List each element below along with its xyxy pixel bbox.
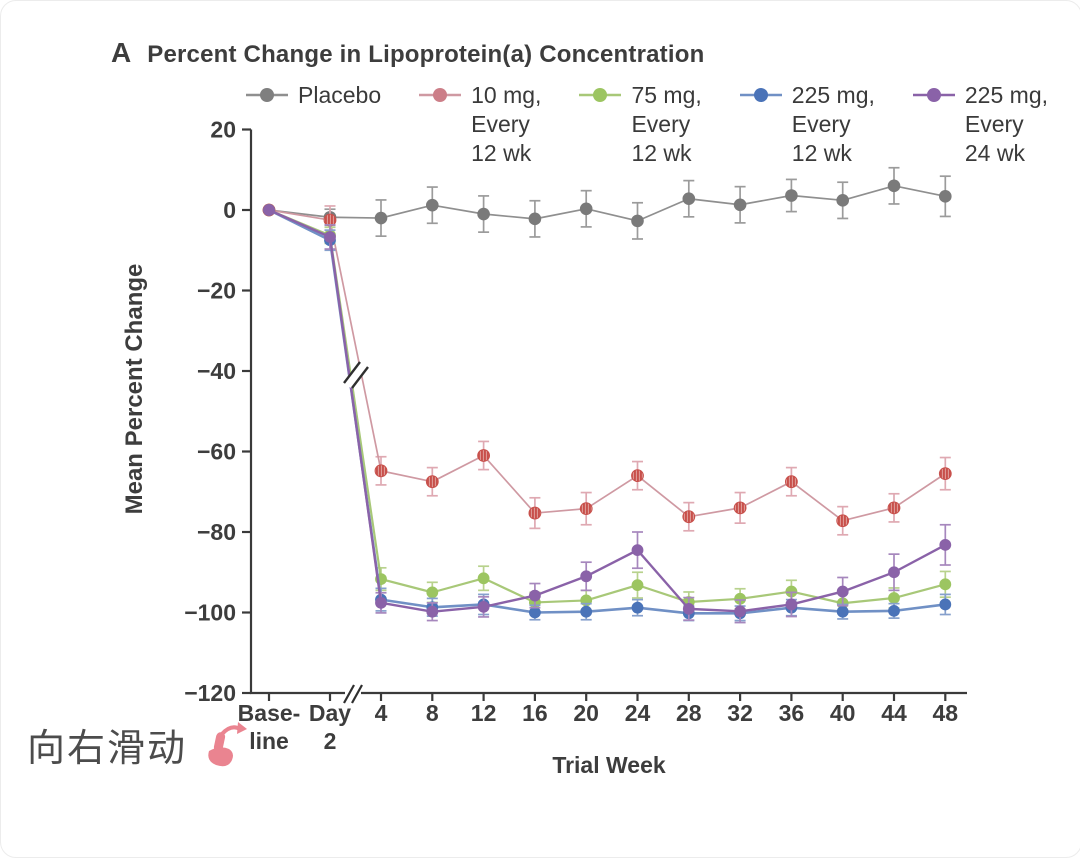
svg-text:24: 24 xyxy=(625,700,651,726)
svg-text:Day: Day xyxy=(309,700,351,726)
curve-break-mark xyxy=(343,361,369,389)
svg-text:−80: −80 xyxy=(197,519,236,545)
swipe-hint-text: 向右滑动 xyxy=(27,728,188,770)
series-0 xyxy=(262,166,952,240)
svg-text:20: 20 xyxy=(573,700,599,726)
svg-text:line: line xyxy=(249,728,289,754)
svg-text:Base-: Base- xyxy=(238,700,301,726)
swipe-hint: 向右滑动 xyxy=(27,717,249,772)
y-axis-ticks: 20 0 −20 −40 −60 −80 −100 −120 xyxy=(184,117,251,706)
legend: Placebo 10 mg, Every 12 wk 75 mg, Every 12… xyxy=(244,81,1048,167)
svg-text:−40: −40 xyxy=(197,358,236,384)
chart-title: Percent Change in Lipoprotein(a) Concent… xyxy=(147,41,705,68)
svg-text:0: 0 xyxy=(223,197,236,223)
legend-marker-icon xyxy=(739,88,782,102)
svg-text:16: 16 xyxy=(522,700,548,726)
legend-item: 10 mg, Every 12 wk xyxy=(417,81,541,167)
svg-text:−20: −20 xyxy=(197,278,236,304)
svg-text:44: 44 xyxy=(881,700,907,726)
y-axis-label: Mean Percent Change xyxy=(121,264,148,515)
svg-text:−60: −60 xyxy=(197,439,236,465)
svg-text:12: 12 xyxy=(471,700,497,726)
x-axis-break-mark xyxy=(343,684,363,704)
legend-marker-icon xyxy=(246,88,288,102)
x-axis-label: Trial Week xyxy=(552,752,666,778)
svg-text:4: 4 xyxy=(375,700,388,726)
swipe-right-icon xyxy=(208,721,248,766)
panel-label: A xyxy=(111,37,132,68)
legend-item-label: 75 mg, Every 12 wk xyxy=(631,82,702,166)
svg-text:−120: −120 xyxy=(184,680,236,706)
svg-text:32: 32 xyxy=(727,700,753,726)
svg-text:40: 40 xyxy=(830,700,856,726)
legend-item: 225 mg, Every 12 wk xyxy=(738,81,875,167)
legend-item-label: 225 mg, Every 24 wk xyxy=(964,82,1048,166)
legend-marker-icon xyxy=(579,88,622,102)
figure-title-row: A Percent Change in Lipoprotein(a) Conce… xyxy=(111,37,704,69)
series-2 xyxy=(263,204,952,615)
legend-item-label: 225 mg, Every 12 wk xyxy=(791,82,875,166)
legend-marker-icon xyxy=(419,88,462,102)
legend-item: 225 mg, Every 24 wk xyxy=(911,81,1048,167)
svg-text:−100: −100 xyxy=(184,600,236,626)
series-4 xyxy=(263,204,952,624)
legend-item: Placebo xyxy=(244,81,381,167)
svg-text:36: 36 xyxy=(779,700,805,726)
svg-text:2: 2 xyxy=(324,728,337,754)
series-3 xyxy=(263,204,952,622)
svg-text:48: 48 xyxy=(933,700,959,726)
svg-text:8: 8 xyxy=(426,700,439,726)
legend-item-label: 10 mg, Every 12 wk xyxy=(471,82,542,166)
svg-text:28: 28 xyxy=(676,700,702,726)
svg-text:20: 20 xyxy=(210,117,236,143)
legend-item-label: Placebo xyxy=(298,82,382,108)
legend-marker-icon xyxy=(912,88,955,102)
legend-item: 75 mg, Every 12 wk xyxy=(577,81,702,167)
